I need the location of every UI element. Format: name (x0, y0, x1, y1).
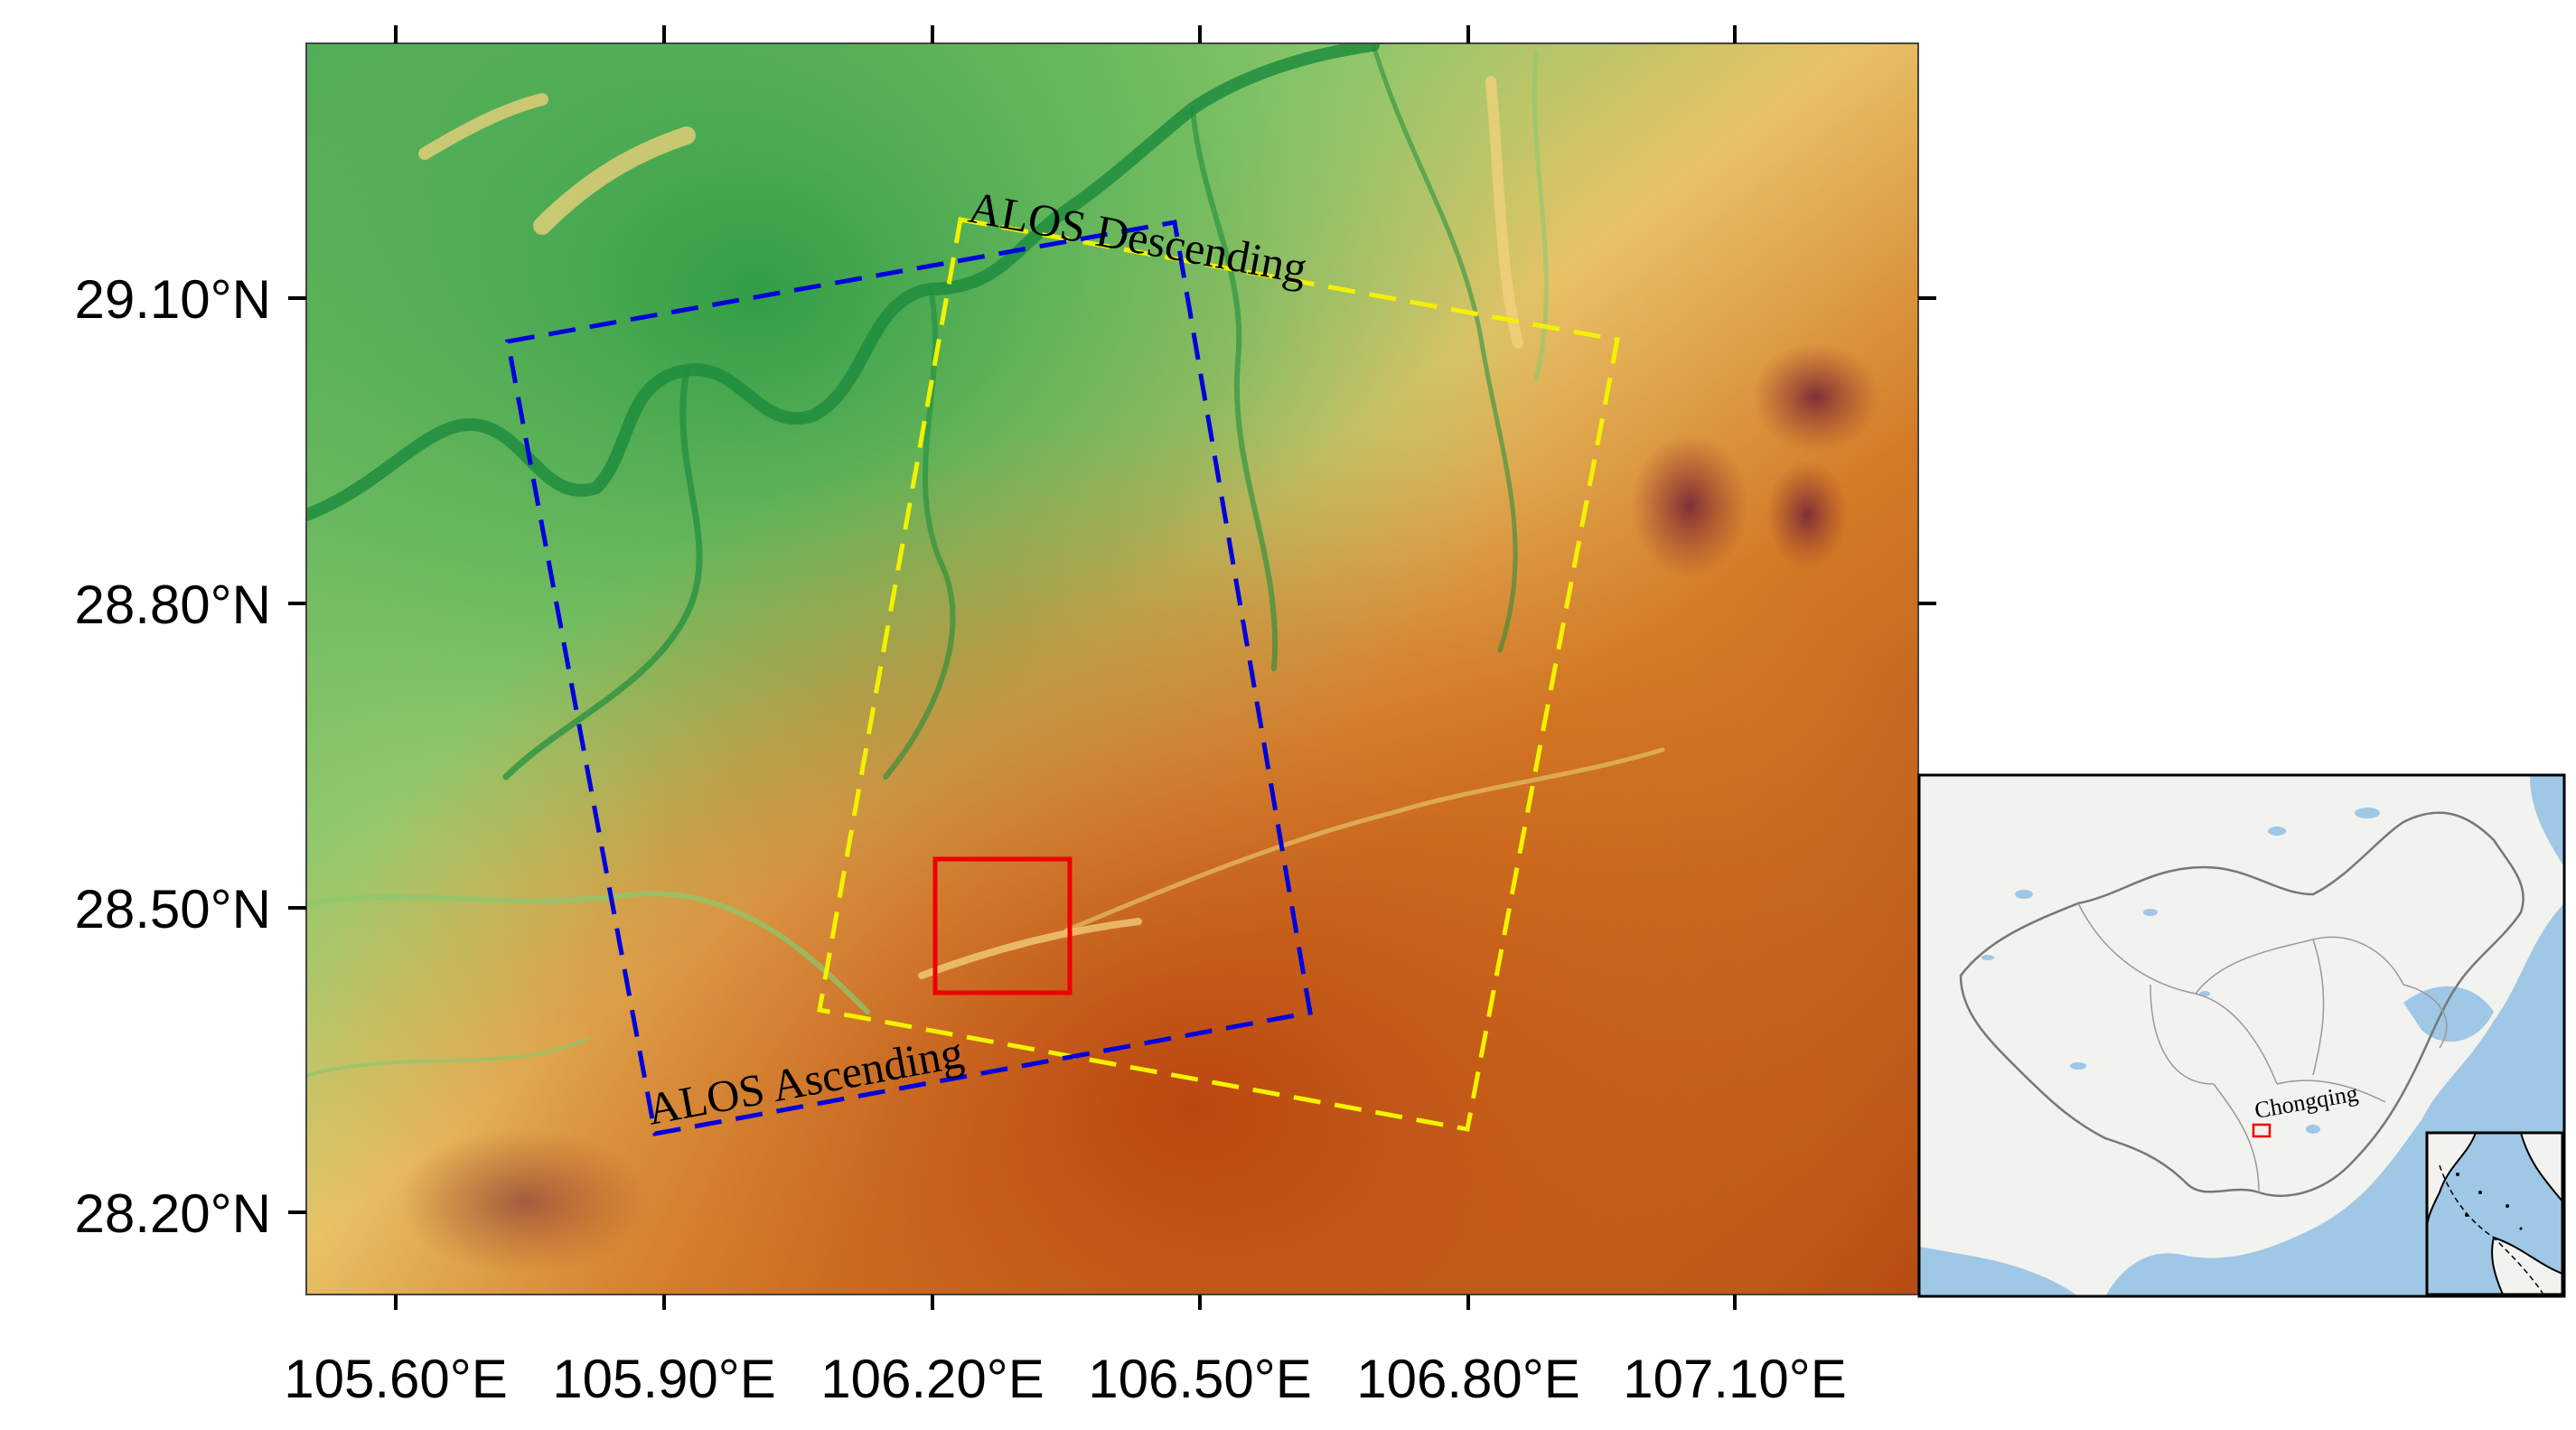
dem-map-frame (305, 42, 1919, 1295)
peak-ridge (398, 1129, 651, 1274)
highland-shade (306, 43, 1918, 1294)
alos-ascending-footprint (505, 220, 1313, 1136)
x-axis-labels: 105.60°E 105.90°E 106.20°E 106.50°E 106.… (284, 1349, 1847, 1409)
sea (2530, 775, 2564, 867)
y-tick-label: 28.50°N (75, 879, 271, 939)
sea (2403, 986, 2494, 1042)
peak-ridge (1766, 461, 1848, 569)
ridge-lines (418, 76, 1523, 979)
subinset-coast (2491, 1236, 2562, 1294)
china-outline (1959, 811, 2524, 1197)
study-area-box (932, 856, 1073, 995)
river-network (306, 43, 1665, 1077)
x-tick-label: 105.60°E (284, 1349, 508, 1409)
subinset-frame (2425, 1131, 2564, 1296)
y-tick-label: 29.10°N (75, 269, 271, 330)
alos-descending-footprint (817, 217, 1620, 1132)
inset-frame (1917, 773, 2566, 1298)
x-tick-label: 107.10°E (1623, 1349, 1847, 1409)
sea (1919, 1247, 2078, 1296)
dem-map (306, 43, 1918, 1294)
chongqing-marker (2252, 1123, 2272, 1138)
y-axis-labels: 29.10°N 28.80°N 28.50°N 28.20°N (75, 269, 271, 1244)
lakes (1981, 808, 2380, 1134)
peak-ridge (1631, 434, 1748, 578)
x-tick-label: 106.50°E (1088, 1349, 1312, 1409)
x-tick-label: 106.20°E (820, 1349, 1044, 1409)
x-tick-label: 105.90°E (552, 1349, 776, 1409)
y-tick-label: 28.80°N (75, 575, 271, 635)
x-tick-label: 106.80°E (1356, 1349, 1580, 1409)
axis-ticks (288, 25, 1936, 1310)
y-tick-label: 28.20°N (75, 1183, 271, 1244)
province-borders (2077, 902, 2448, 1193)
subinset-islands (2456, 1173, 2523, 1230)
nine-dash-line (2439, 1164, 2544, 1294)
south-china-sea-subinset (2425, 1131, 2564, 1296)
peak-ridge (1753, 343, 1879, 452)
